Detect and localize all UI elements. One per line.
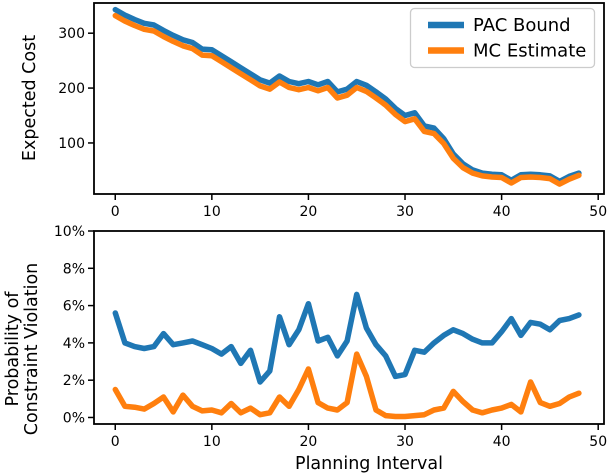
- x-tick-label: 10: [203, 204, 221, 220]
- series-line-mc-estimate: [112, 351, 582, 420]
- bottom-x-axis-label: Planning Interval: [295, 454, 443, 474]
- y-tick-label: 6%: [63, 299, 85, 315]
- plot-border: [93, 230, 605, 425]
- top-subplot-expected-cost: 0 10 20 30 40 50 100 200 300: [58, 2, 607, 220]
- y-tick-label: 2%: [63, 373, 85, 389]
- y-tick-label: 100: [58, 136, 85, 152]
- x-tick-label: 20: [300, 204, 318, 220]
- y-tick-label: 8%: [63, 261, 85, 277]
- bottom-subplot-violation-probability: 0 10 20 30 40 50 0% 2% 4% 6% 8% 10%: [54, 224, 607, 450]
- x-tick-label: 50: [589, 434, 607, 450]
- x-tick-label: 40: [493, 434, 511, 450]
- x-tick-label: 50: [589, 204, 607, 220]
- legend: PAC Bound MC Estimate: [409, 7, 596, 69]
- legend-label-pac-bound: PAC Bound: [473, 15, 571, 36]
- x-tick-label: 30: [396, 204, 414, 220]
- x-tick-label: 0: [111, 434, 120, 450]
- x-tick-label: 10: [203, 434, 221, 450]
- x-tick-label: 20: [300, 434, 318, 450]
- x-tick-label: 0: [111, 204, 120, 220]
- plot-border: [93, 2, 605, 195]
- bottom-y-axis-label-line1: Probability of: [3, 291, 23, 407]
- bottom-y-axis-label-line2: Constraint Violation: [22, 263, 42, 436]
- y-tick-label: 300: [58, 26, 85, 42]
- legend-label-mc-estimate: MC Estimate: [473, 41, 586, 62]
- x-tick-label: 30: [396, 434, 414, 450]
- series-line-mc-estimate: [112, 12, 582, 187]
- x-tick-label: 40: [493, 204, 511, 220]
- y-tick-label: 10%: [54, 224, 85, 240]
- top-y-axis-label: Expected Cost: [20, 35, 40, 161]
- y-tick-label: 4%: [63, 336, 85, 352]
- y-tick-label: 200: [58, 81, 85, 97]
- y-tick-label: 0%: [63, 410, 85, 426]
- series-line-pac-bound: [112, 291, 582, 385]
